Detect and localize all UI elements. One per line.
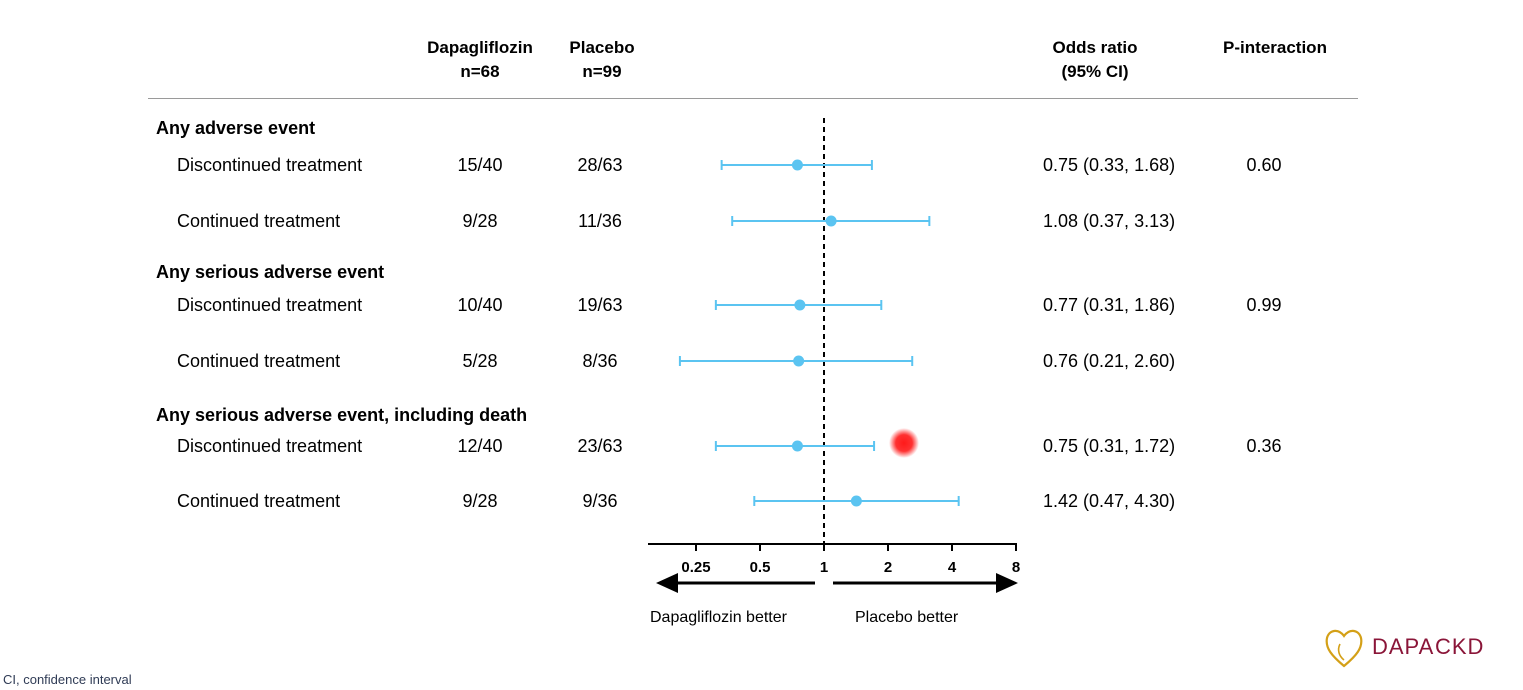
row-p-interaction: 0.36 — [1246, 436, 1282, 456]
row-or-ci: 0.77 (0.31, 1.86) — [1043, 295, 1176, 315]
placebo-better-label: Placebo better — [855, 609, 959, 626]
header-placebo: Placebo n=99 — [569, 38, 635, 81]
x-tick-label: 0.5 — [750, 559, 771, 576]
x-tick-label: 2 — [884, 559, 892, 576]
row-label: Discontinued treatment — [177, 295, 363, 315]
logo-text-ckd: CKD — [1435, 634, 1485, 659]
row-or-ci: 0.75 (0.33, 1.68) — [1043, 155, 1176, 175]
row-dapa-count: 15/40 — [457, 155, 503, 175]
row-dapa-count: 9/28 — [462, 491, 498, 511]
group-title-any-serious-adverse-event: Any serious adverse event — [156, 262, 385, 282]
group-title-serious-including-death: Any serious adverse event, including dea… — [156, 405, 528, 425]
group-title-any-adverse-event: Any adverse event — [156, 118, 316, 138]
point-estimate — [793, 355, 805, 367]
footnote: CI, confidence interval — [3, 672, 132, 687]
logo-text-dapa: DAPA — [1372, 634, 1435, 659]
left-arrow-head — [656, 573, 678, 593]
point-estimate — [794, 299, 806, 311]
point-estimate — [791, 159, 803, 171]
row-placebo-count: 19/63 — [577, 295, 623, 315]
row-label: Continued treatment — [177, 491, 341, 511]
x-tick-label: 4 — [948, 559, 957, 576]
row-placebo-count: 8/36 — [582, 351, 618, 371]
highlight-marker — [889, 428, 919, 458]
row-placebo-count: 9/36 — [582, 491, 618, 511]
header-p-interaction: P-interaction — [1223, 38, 1327, 57]
row-placebo-count: 28/63 — [577, 155, 623, 175]
row-dapa-count: 9/28 — [462, 211, 498, 231]
row-label: Continued treatment — [177, 351, 341, 371]
row-label: Discontinued treatment — [177, 155, 363, 175]
row-or-ci: 0.76 (0.21, 2.60) — [1043, 351, 1176, 371]
row-p-interaction: 0.99 — [1246, 295, 1282, 315]
point-estimate — [791, 440, 803, 452]
right-arrow-head — [996, 573, 1018, 593]
row-dapa-count: 12/40 — [457, 436, 503, 456]
point-estimate — [825, 215, 837, 227]
heart-icon — [1325, 629, 1363, 668]
row-dapa-count: 10/40 — [457, 295, 503, 315]
row-placebo-count: 11/36 — [578, 211, 622, 231]
row-p-interaction: 0.60 — [1246, 155, 1282, 175]
header-dapagliflozin: Dapagliflozin n=68 — [427, 38, 533, 81]
header-divider — [148, 98, 1358, 99]
x-tick-label: 8 — [1012, 559, 1020, 576]
row-label: Continued treatment — [177, 211, 341, 231]
row-or-ci: 0.75 (0.31, 1.72) — [1043, 436, 1176, 456]
header-odds-ratio: Odds ratio (95% CI) — [1052, 38, 1138, 81]
row-label: Discontinued treatment — [177, 436, 363, 456]
row-or-ci: 1.42 (0.47, 4.30) — [1043, 491, 1176, 511]
dapagliflozin-better-label: Dapagliflozin better — [650, 609, 787, 626]
point-estimate — [850, 495, 862, 507]
dapackd-logo: DAPA CKD — [1322, 624, 1522, 670]
x-tick-label: 1 — [820, 559, 828, 576]
row-or-ci: 1.08 (0.37, 3.13) — [1043, 211, 1176, 231]
x-tick-label: 0.25 — [681, 559, 710, 576]
row-dapa-count: 5/28 — [462, 351, 498, 371]
row-placebo-count: 23/63 — [577, 436, 623, 456]
